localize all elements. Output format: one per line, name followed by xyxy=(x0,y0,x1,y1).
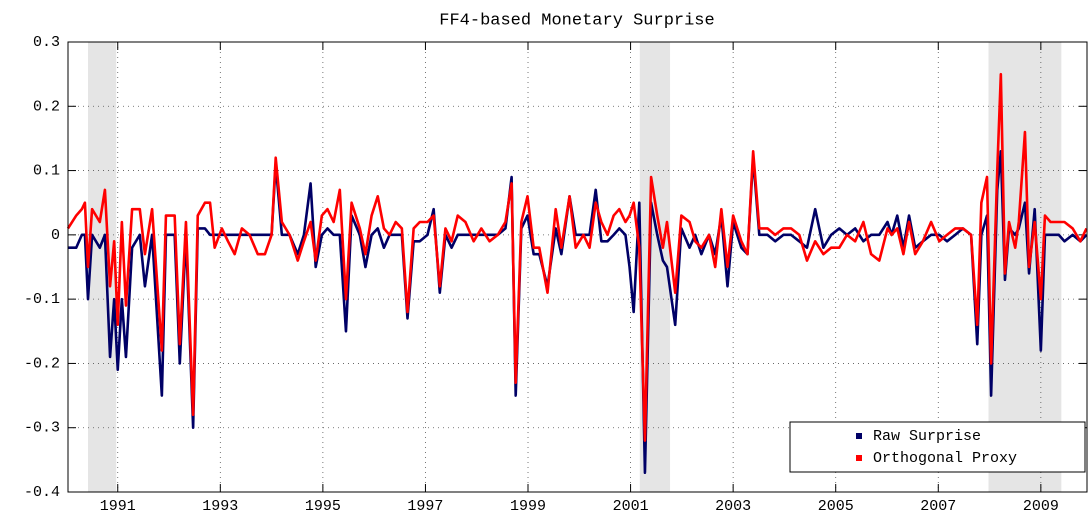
y-tick-label: -0.1 xyxy=(24,291,60,308)
y-tick-label: 0.1 xyxy=(33,163,60,180)
x-tick-label: 1993 xyxy=(202,498,238,515)
y-tick-label: -0.3 xyxy=(24,420,60,437)
legend: Raw Surprise Orthogonal Proxy xyxy=(789,421,1086,473)
y-tick-label: 0.2 xyxy=(33,98,60,115)
x-tick-label: 2007 xyxy=(920,498,956,515)
y-tick-label: -0.2 xyxy=(24,355,60,372)
x-tick-label: 1997 xyxy=(407,498,443,515)
legend-label: Orthogonal Proxy xyxy=(873,450,1017,467)
legend-swatch xyxy=(856,433,862,439)
y-tick-label: 0 xyxy=(51,227,60,244)
x-tick-label: 1995 xyxy=(305,498,341,515)
legend-box xyxy=(789,421,1086,473)
x-tick-label: 2009 xyxy=(1023,498,1059,515)
plot-frame xyxy=(67,41,1088,493)
x-tick-label: 2001 xyxy=(613,498,649,515)
series-line xyxy=(66,72,1088,442)
x-tick-label: 1991 xyxy=(100,498,136,515)
x-tick-label: 2005 xyxy=(818,498,854,515)
plot-area xyxy=(68,42,1087,492)
x-tick-label: 1999 xyxy=(510,498,546,515)
legend-label: Raw Surprise xyxy=(873,428,981,445)
legend-swatch xyxy=(856,455,862,461)
y-tick-label: -0.4 xyxy=(24,484,60,501)
y-tick-label: 0.3 xyxy=(33,34,60,51)
chart-title: FF4-based Monetary Surprise xyxy=(439,11,714,30)
x-tick-label: 2003 xyxy=(715,498,751,515)
